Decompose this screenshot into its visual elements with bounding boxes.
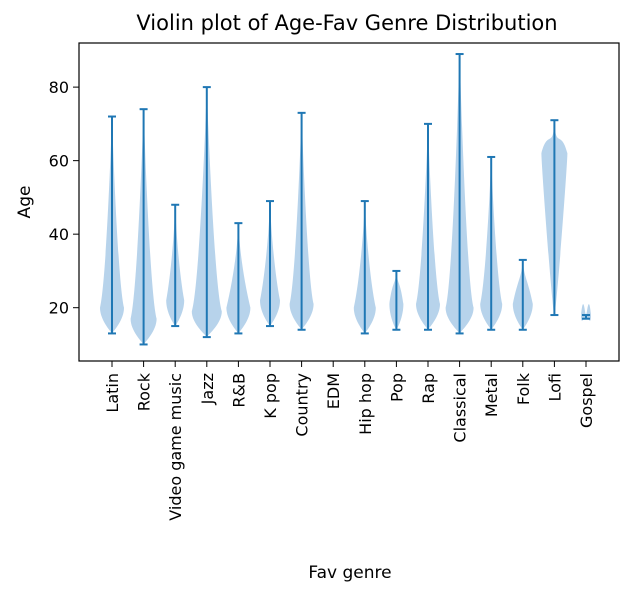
x-tick-label: R&B: [229, 373, 248, 408]
y-axis: 20 40 60 80: [49, 78, 79, 318]
plot-area-frame: [78, 42, 620, 362]
x-axis-label: Fav genre: [308, 563, 391, 583]
x-tick-label: Gospel: [577, 373, 596, 428]
x-tick-label: Folk: [514, 372, 533, 405]
violins-layer: [100, 53, 591, 346]
x-tick-label: Video game music: [166, 373, 185, 521]
x-tick-label: Hip hop: [356, 373, 375, 435]
y-tick-label: 40: [49, 225, 69, 244]
x-tick-label: Latin: [103, 373, 122, 413]
x-tick-label: Lofi: [545, 373, 564, 402]
x-tick-label: Jazz: [198, 373, 217, 405]
chart-title: Violin plot of Age-Fav Genre Distributio…: [136, 11, 557, 35]
x-tick-label: Rap: [419, 373, 438, 404]
x-tick-label: K pop: [261, 373, 280, 419]
x-tick-label: Rock: [135, 372, 154, 411]
x-tick-label: Classical: [451, 373, 470, 443]
violin-body: [581, 304, 591, 321]
y-tick-label: 80: [49, 78, 69, 97]
x-tick-label: Pop: [387, 373, 406, 402]
x-axis: Latin Rock Video game music Jazz R&B K pop Cou…: [103, 361, 596, 521]
x-tick-label: EDM: [324, 373, 343, 409]
x-tick-label: Country: [293, 373, 312, 437]
y-tick-label: 20: [49, 299, 69, 318]
y-tick-label: 60: [49, 152, 69, 171]
y-axis-label: Age: [15, 186, 35, 219]
x-tick-label: Metal: [482, 373, 501, 417]
